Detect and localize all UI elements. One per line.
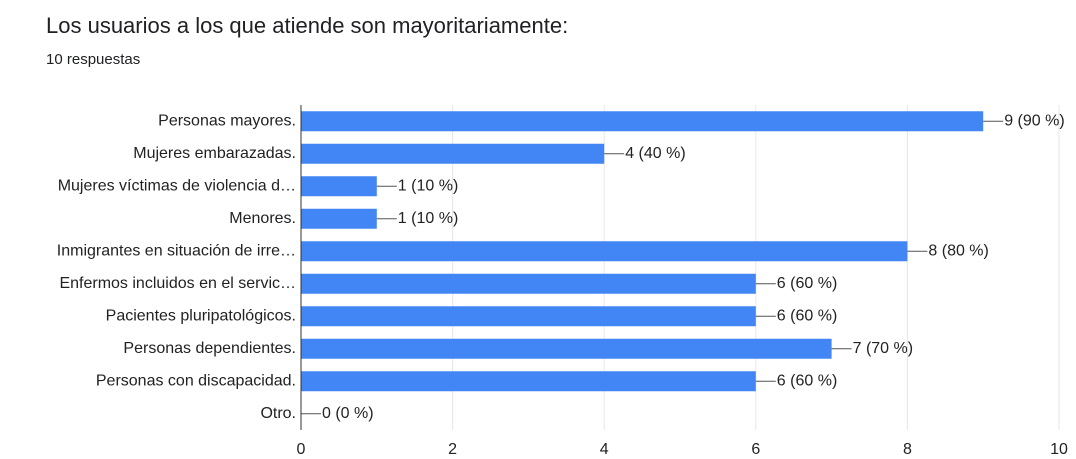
bar bbox=[301, 143, 605, 164]
chart-title: Los usuarios a los que atiende son mayor… bbox=[46, 13, 568, 38]
x-tick-label: 0 bbox=[297, 441, 306, 458]
y-tick-label: Personas con discapacidad. bbox=[96, 372, 296, 389]
y-tick-label: Otro. bbox=[260, 405, 296, 422]
value-label: 4 (40 %) bbox=[625, 145, 685, 162]
bar bbox=[301, 176, 377, 197]
value-label: 0 (0 %) bbox=[322, 405, 374, 422]
y-tick-label: Enfermos incluidos en el servic… bbox=[59, 275, 296, 292]
y-tick-label: Mujeres embarazadas. bbox=[133, 145, 296, 162]
value-label: 9 (90 %) bbox=[1004, 112, 1064, 129]
value-label: 1 (10 %) bbox=[398, 210, 458, 227]
value-label: 1 (10 %) bbox=[398, 177, 458, 194]
bar bbox=[301, 241, 908, 262]
bar bbox=[301, 306, 756, 327]
y-tick-label: Menores. bbox=[229, 210, 296, 227]
y-tick-label: Mujeres víctimas de violencia d… bbox=[58, 177, 296, 194]
value-label: 6 (60 %) bbox=[777, 372, 837, 389]
x-tick-label: 6 bbox=[751, 441, 760, 458]
x-tick-label: 4 bbox=[600, 441, 609, 458]
value-label: 6 (60 %) bbox=[777, 275, 837, 292]
y-tick-label: Personas dependientes. bbox=[123, 340, 296, 357]
x-tick-label: 10 bbox=[1050, 441, 1068, 458]
bar bbox=[301, 273, 756, 294]
bar bbox=[301, 111, 984, 132]
value-label: 8 (80 %) bbox=[928, 242, 988, 259]
bar bbox=[301, 208, 377, 229]
x-tick-label: 8 bbox=[903, 441, 912, 458]
y-tick-label: Personas mayores. bbox=[158, 112, 296, 129]
x-tick-label: 2 bbox=[448, 441, 457, 458]
y-tick-label: Pacientes pluripatológicos. bbox=[106, 307, 296, 324]
bar bbox=[301, 371, 756, 392]
y-tick-label: Inmigrantes en situación de irre… bbox=[57, 242, 296, 259]
bar bbox=[301, 338, 832, 359]
value-label: 6 (60 %) bbox=[777, 307, 837, 324]
value-label: 7 (70 %) bbox=[853, 340, 913, 357]
chart-subtitle: 10 respuestas bbox=[46, 51, 140, 68]
